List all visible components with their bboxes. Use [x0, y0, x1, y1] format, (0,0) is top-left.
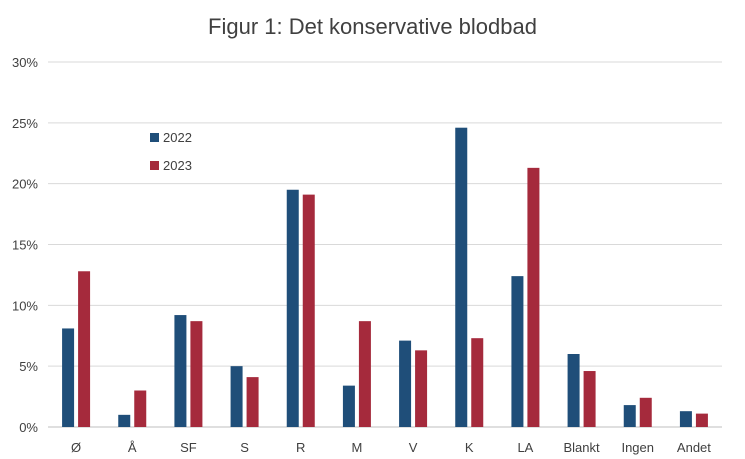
y-tick-label: 20% — [12, 177, 38, 192]
bar-2023-Å — [134, 390, 147, 427]
x-tick-label: Blankt — [564, 440, 601, 455]
bar-2022-Ingen — [623, 405, 636, 427]
bar-2022-Å — [118, 414, 131, 427]
bar-2023-Ø — [78, 271, 91, 427]
bar-2022-V — [399, 340, 412, 427]
x-tick-label: V — [409, 440, 418, 455]
x-tick-label: SF — [180, 440, 197, 455]
bar-2023-LA — [527, 167, 540, 427]
x-tick-label: M — [351, 440, 362, 455]
legend-label: 2023 — [163, 158, 192, 173]
bar-2023-Blankt — [583, 371, 596, 427]
bar-2022-Andet — [679, 411, 692, 427]
bar-2023-Ingen — [639, 397, 652, 427]
x-tick-label: Ø — [71, 440, 81, 455]
bar-2022-K — [455, 127, 468, 427]
y-tick-label: 0% — [19, 420, 38, 435]
bar-2022-LA — [511, 276, 524, 427]
bar-2023-Andet — [695, 413, 708, 427]
bar-2023-S — [246, 377, 259, 427]
bar-2023-K — [471, 338, 484, 427]
x-tick-label: S — [240, 440, 249, 455]
x-tick-label: Ingen — [621, 440, 654, 455]
y-tick-label: 25% — [12, 116, 38, 131]
legend-swatch-2022 — [150, 133, 159, 142]
y-tick-label: 10% — [12, 298, 38, 313]
legend-label: 2022 — [163, 130, 192, 145]
bar-2023-SF — [190, 321, 203, 427]
y-tick-label: 5% — [19, 359, 38, 374]
y-tick-label: 30% — [12, 55, 38, 70]
bar-2023-M — [358, 321, 371, 427]
bar-2022-S — [230, 366, 243, 427]
bar-2022-SF — [174, 315, 187, 427]
y-tick-label: 15% — [12, 238, 38, 253]
chart-title: Figur 1: Det konservative blodbad — [208, 14, 537, 39]
x-tick-label: R — [296, 440, 305, 455]
bar-2022-Ø — [62, 328, 75, 427]
x-tick-label: Andet — [677, 440, 711, 455]
bar-2023-V — [415, 350, 428, 427]
bar-2023-R — [302, 194, 315, 427]
legend-swatch-2023 — [150, 161, 159, 170]
x-tick-label: K — [465, 440, 474, 455]
bar-2022-R — [286, 189, 299, 427]
bar-2022-M — [342, 385, 355, 427]
x-tick-label: Å — [128, 440, 137, 455]
x-tick-label: LA — [517, 440, 533, 455]
bar-2022-Blankt — [567, 354, 580, 427]
